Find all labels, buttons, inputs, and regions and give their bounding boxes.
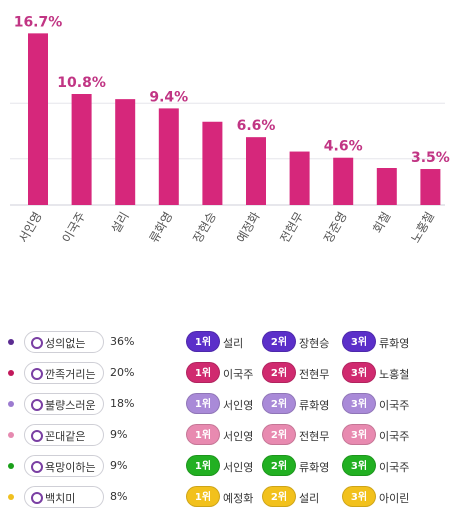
rank-badge: 1위 xyxy=(186,455,220,476)
rank-name: 이국주 xyxy=(379,399,410,412)
x-tick-label: 예정화 xyxy=(234,210,263,246)
legend-row: 욕망이하는 9% 1위 서인영 2위 류화영 3위 이국주 xyxy=(0,454,450,478)
rank-badge: 1위 xyxy=(186,362,220,383)
legend-percent: 8% xyxy=(110,490,128,503)
data-label: 10.8% xyxy=(57,75,106,91)
ring-icon xyxy=(31,368,43,380)
bar xyxy=(28,33,48,205)
legend-label: 깐족거리는 xyxy=(45,368,96,381)
legend-label: 욕망이하는 xyxy=(45,461,96,474)
rank-name: 서인영 xyxy=(223,430,254,443)
bar xyxy=(71,94,92,205)
legend-label: 꼰대같은 xyxy=(45,430,86,443)
x-tick-label: 노홍철 xyxy=(408,210,437,246)
data-label: 9.4% xyxy=(149,89,188,105)
legend-row: 백치미 8% 1위 예정화 2위 설리 3위 아이린 xyxy=(0,485,450,509)
ring-icon xyxy=(31,461,43,473)
x-tick-label: 류화영 xyxy=(147,210,176,246)
x-tick-label: 전현무 xyxy=(278,210,307,246)
ring-icon xyxy=(31,337,43,349)
bar xyxy=(202,121,223,205)
rank-name: 예정화 xyxy=(223,492,254,505)
bar xyxy=(420,169,441,205)
rank-badge: 1위 xyxy=(186,331,220,352)
rank-name: 이국주 xyxy=(379,461,410,474)
legend-percent: 20% xyxy=(110,366,135,379)
legend-percent: 36% xyxy=(110,335,135,348)
data-label: 16.7% xyxy=(14,14,63,30)
legend-label: 백치미 xyxy=(45,492,76,505)
legend-row: 깐족거리는 20% 1위 이국주 2위 전현무 3위 노홍철 xyxy=(0,361,450,385)
rank-badge: 3위 xyxy=(342,486,376,507)
legend-label-pill: 성의없는 xyxy=(24,331,104,353)
data-label: 4.6% xyxy=(324,139,363,155)
rank-name: 류화영 xyxy=(299,399,330,412)
legend-label-pill: 백치미 xyxy=(24,486,104,508)
rank-badge: 3위 xyxy=(342,424,376,445)
rank-badge: 1위 xyxy=(186,486,220,507)
rank-badge: 2위 xyxy=(262,331,296,352)
legend-label-pill: 불량스러운 xyxy=(24,393,104,415)
legend-dot-icon xyxy=(8,494,14,500)
rank-name: 전현무 xyxy=(299,430,330,443)
data-label: 6.6% xyxy=(237,118,276,134)
legend-percent: 9% xyxy=(110,428,128,441)
legend-percent: 9% xyxy=(110,459,128,472)
rank-name: 이국주 xyxy=(379,430,410,443)
rank-name: 장현승 xyxy=(299,337,330,350)
x-tick-label: 이국주 xyxy=(60,210,89,246)
rank-name: 설리 xyxy=(223,337,244,350)
bar xyxy=(333,157,354,205)
rank-name: 노홍철 xyxy=(379,368,410,381)
rank-badge: 2위 xyxy=(262,362,296,383)
legend-dot-icon xyxy=(8,432,14,438)
rank-name: 아이린 xyxy=(379,492,410,505)
bar xyxy=(158,108,179,205)
x-tick-label: 설리 xyxy=(109,210,132,236)
rank-name: 서인영 xyxy=(223,399,254,412)
x-tick-label: 장현승 xyxy=(190,210,219,246)
rank-badge: 3위 xyxy=(342,331,376,352)
x-tick-label: 회철 xyxy=(370,210,393,236)
rank-name: 류화영 xyxy=(299,461,330,474)
rank-name: 서인영 xyxy=(223,461,254,474)
legend-label-pill: 욕망이하는 xyxy=(24,455,104,477)
legend-percent: 18% xyxy=(110,397,135,410)
rank-badge: 1위 xyxy=(186,393,220,414)
rank-badge: 3위 xyxy=(342,393,376,414)
rank-badge: 2위 xyxy=(262,424,296,445)
rank-name: 류화영 xyxy=(379,337,410,350)
rank-badge: 2위 xyxy=(262,393,296,414)
ring-icon xyxy=(31,399,43,411)
legend-label: 불량스러운 xyxy=(45,399,96,412)
rank-badge: 2위 xyxy=(262,455,296,476)
rank-name: 이국주 xyxy=(223,368,254,381)
legend-dot-icon xyxy=(8,370,14,376)
bar-chart: 16.7% 서인영 10.8% 이국주 설리 9.4% 류화영 장현승 6.6% 예정화 전현무 4.… xyxy=(10,14,450,246)
x-tick-label: 장준영 xyxy=(321,210,350,246)
legend-row: 성의없는 36% 1위 설리 2위 장현승 3위 류화영 xyxy=(0,330,450,354)
bar xyxy=(115,99,136,205)
ring-icon xyxy=(31,492,43,504)
legend-label-pill: 깐족거리는 xyxy=(24,362,104,384)
bar xyxy=(376,168,397,205)
legend-dot-icon xyxy=(8,463,14,469)
rank-badge: 3위 xyxy=(342,455,376,476)
data-label: 3.5% xyxy=(411,150,450,166)
rank-badge: 2위 xyxy=(262,486,296,507)
x-tick-label: 서인영 xyxy=(16,210,45,246)
legend-label-pill: 꼰대같은 xyxy=(24,424,104,446)
legend-dot-icon xyxy=(8,401,14,407)
bar xyxy=(246,137,266,205)
rank-name: 설리 xyxy=(299,492,320,505)
ring-icon xyxy=(31,430,43,442)
rank-badge: 3위 xyxy=(342,362,376,383)
legend-dot-icon xyxy=(8,339,14,345)
legend-row: 불량스러운 18% 1위 서인영 2위 류화영 3위 이국주 xyxy=(0,392,450,416)
bar xyxy=(289,151,310,205)
rank-badge: 1위 xyxy=(186,424,220,445)
legend-row: 꼰대같은 9% 1위 서인영 2위 전현무 3위 이국주 xyxy=(0,423,450,447)
rank-name: 전현무 xyxy=(299,368,330,381)
legend-label: 성의없는 xyxy=(45,337,86,350)
